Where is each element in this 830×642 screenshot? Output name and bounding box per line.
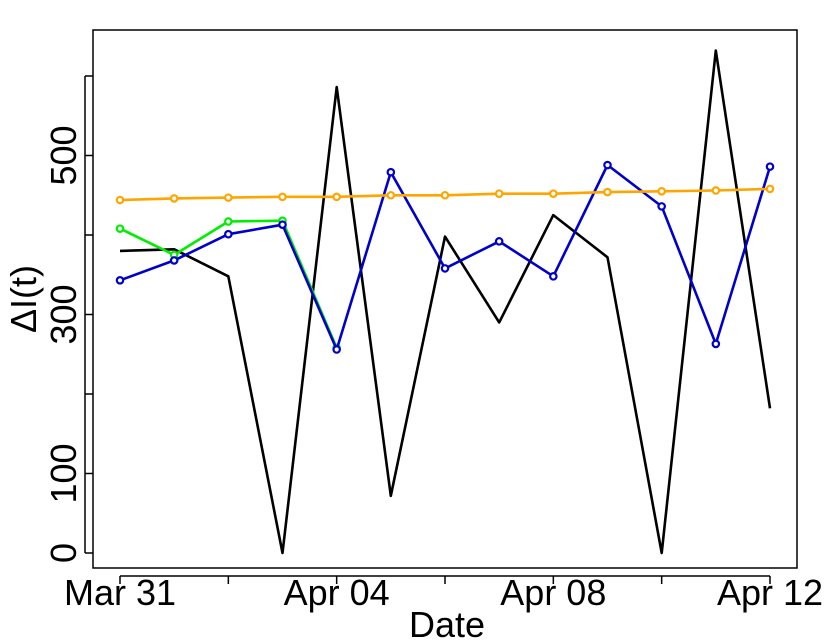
x-tick-label: Apr 04 [284,572,390,613]
data-point [115,276,125,285]
data-point [494,189,504,198]
data-point [603,160,612,170]
series-layer [115,49,775,555]
plot-frame [92,29,798,569]
data-point [332,345,341,354]
series-line [119,49,772,555]
x-tick-label: Apr 12 [717,572,823,613]
data-point [386,190,396,200]
data-point [765,162,775,171]
y-tick-label: 300 [43,284,84,344]
y-axis-title: ΔI(t) [3,265,44,333]
data-point [657,202,666,211]
data-point [278,192,287,202]
y-tick-label: 500 [43,125,84,185]
data-point [224,229,233,239]
data-point [549,189,558,198]
x-tick-label: Apr 08 [500,572,606,613]
series-0 [119,49,772,555]
data-point [711,339,721,349]
data-point [711,186,721,195]
data-point [657,186,666,196]
data-point [494,237,504,246]
data-point [115,224,125,233]
data-point [224,217,233,226]
y-tick-label: 0 [43,543,84,563]
y-tick-label: 100 [43,443,84,503]
data-point [115,195,125,205]
series-2 [115,160,775,354]
data-point [440,190,450,200]
x-tick-label: Mar 31 [64,572,176,613]
series-3 [115,184,775,205]
data-point [278,220,287,229]
data-point [549,272,558,281]
series-line [119,219,338,349]
data-point [386,167,396,177]
data-point [224,193,233,202]
data-point [765,184,775,194]
data-point [603,187,612,197]
data-point [169,256,179,265]
data-point [332,192,341,202]
data-point [440,264,450,273]
data-point [169,194,179,203]
x-axis: Mar 31 Apr 04 Apr 08 Apr 12 [64,572,823,613]
x-axis-title: Date [409,604,485,642]
y-axis: 0 100 300 500 [43,75,93,563]
